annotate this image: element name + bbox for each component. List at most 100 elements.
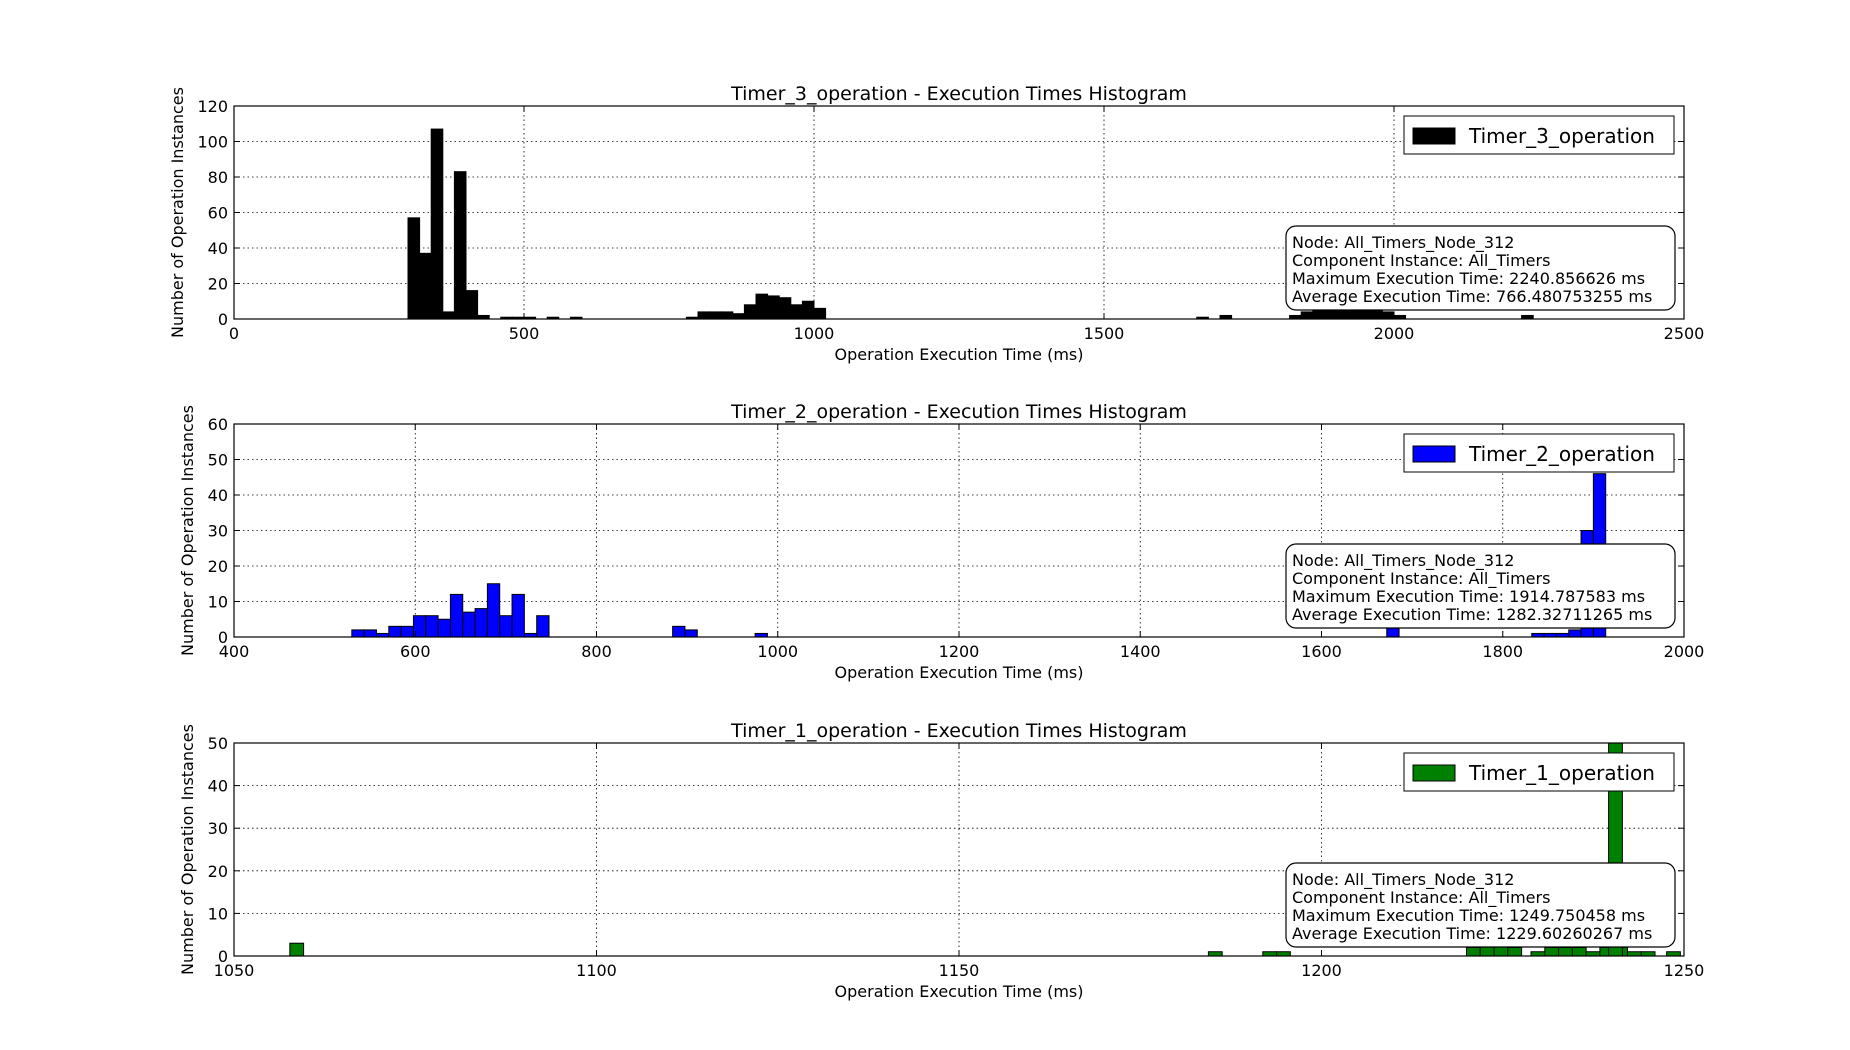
histogram-bar [1571,946,1587,957]
y-tick-label: 30 [208,819,228,838]
annotation-line: Average Execution Time: 1229.60260267 ms [1292,924,1652,943]
histogram-bar [363,629,377,638]
x-tick-label: 1200 [939,642,980,661]
x-tick-label: 1200 [1301,961,1342,980]
histogram-bar [1300,311,1314,320]
histogram-bar [351,629,365,638]
histogram-bar [1262,951,1278,957]
histogram-bar [1568,629,1582,638]
histogram-bar [672,625,686,638]
chart-panel-3: 1050 1100 1150 1200 1250 0 10 20 30 40 50 Timer_1_o… [178,720,1704,1001]
chart-title: Timer_2_operation - Execution Times Hist… [730,401,1187,423]
annotation-line: Average Execution Time: 766.480753255 ms [1292,287,1652,306]
histogram-bar [755,293,769,320]
histogram-bar [462,611,476,638]
histogram-bar [437,618,451,638]
histogram-bar [709,311,722,320]
legend: Timer_2_operation [1403,433,1675,473]
y-tick-label: 40 [208,486,228,505]
x-tick-label: 0 [229,324,239,343]
histogram-bar [1585,951,1601,957]
chart-title: Timer_3_operation - Execution Times Hist… [730,83,1187,105]
histogram-bar [499,615,513,638]
x-tick-label: 1500 [1084,324,1125,343]
x-tick-label: 1600 [1301,642,1342,661]
histogram-bar [1626,951,1642,957]
y-tick-label: 20 [208,557,228,576]
histogram-bar [388,625,402,638]
histogram-bar [511,593,525,638]
y-tick-label: 80 [208,168,228,187]
y-tick-label: 30 [208,522,228,541]
legend: Timer_1_operation [1403,752,1675,792]
annotation-line: Node: All_Timers_Node_312 [1292,870,1514,890]
legend-swatch [1412,764,1456,782]
legend-label: Timer_3_operation [1468,124,1655,148]
x-tick-label: 1250 [1664,961,1705,980]
x-tick-label: 1800 [1482,642,1523,661]
histogram-bar [430,128,444,320]
x-tick-label: 2000 [1664,642,1705,661]
histogram-bar [684,629,698,638]
histogram-bar [486,583,501,638]
histogram-bar [1666,951,1681,957]
annotation-line: Maximum Execution Time: 1914.787583 ms [1292,587,1645,606]
histogram-bar [1276,951,1291,957]
legend-label: Timer_2_operation [1468,442,1655,466]
chart-panel-2: 400 600 800 1000 1200 1400 1600 1800 2000 0 10 20 30… [178,401,1704,682]
histogram-bar [407,217,421,320]
x-tick-label: 1050 [214,961,255,980]
y-tick-label: 0 [218,310,228,329]
annotation-line: Average Execution Time: 1282.32711265 ms [1292,605,1652,624]
legend-swatch [1412,445,1456,463]
annotation-line: Node: All_Timers_Node_312 [1292,551,1514,571]
x-tick-label: 1000 [794,324,835,343]
y-tick-label: 120 [197,97,228,116]
histogram-bar [400,625,414,638]
annotation-box [1285,862,1676,948]
y-axis-label: Number of Operation Instances [178,724,197,975]
x-axis-label: Operation Execution Time (ms) [835,982,1084,1001]
histogram-bar [743,304,757,320]
annotation-line: Component Instance: All_Timers [1292,569,1550,589]
y-tick-label: 60 [208,204,228,223]
chart-panel-1: 0 500 1000 1500 2000 2500 0 20 40 60 80 100 120 Timer… [168,83,1704,364]
histogram-bar [1530,951,1546,957]
y-tick-label: 50 [208,451,228,470]
y-tick-label: 10 [208,904,228,923]
annotation-line: Component Instance: All_Timers [1292,888,1550,908]
y-tick-label: 60 [208,415,228,434]
histogram-bar [419,252,432,320]
y-tick-label: 0 [218,628,228,647]
x-tick-label: 800 [581,642,612,661]
histogram-bar [720,311,734,320]
y-tick-label: 20 [208,862,228,881]
y-axis-label: Number of Operation Instances [168,87,187,338]
histogram-bar [536,615,550,638]
y-tick-label: 10 [208,593,228,612]
annotation-line: Maximum Execution Time: 1249.750458 ms [1292,906,1645,925]
annotation-box [1285,225,1676,311]
x-tick-label: 2500 [1664,324,1705,343]
histogram-bar [425,615,439,638]
annotation-line: Maximum Execution Time: 2240.856626 ms [1292,269,1645,288]
histogram-bar [732,313,745,320]
histogram-bar [453,171,467,320]
x-tick-label: 500 [509,324,540,343]
histogram-bar [289,942,305,957]
legend: Timer_3_operation [1403,115,1675,155]
x-tick-label: 400 [219,642,250,661]
histogram-bar [1207,951,1223,957]
chart-title: Timer_1_operation - Execution Times Hist… [730,720,1187,742]
histogram-bar [465,290,479,320]
histogram-bar [1381,311,1395,320]
x-tick-label: 1150 [939,961,980,980]
x-axis-label: Operation Execution Time (ms) [835,345,1084,364]
y-tick-label: 40 [208,777,228,796]
histogram-bar [442,311,455,320]
histogram-bar [697,311,711,320]
x-tick-label: 1400 [1120,642,1161,661]
